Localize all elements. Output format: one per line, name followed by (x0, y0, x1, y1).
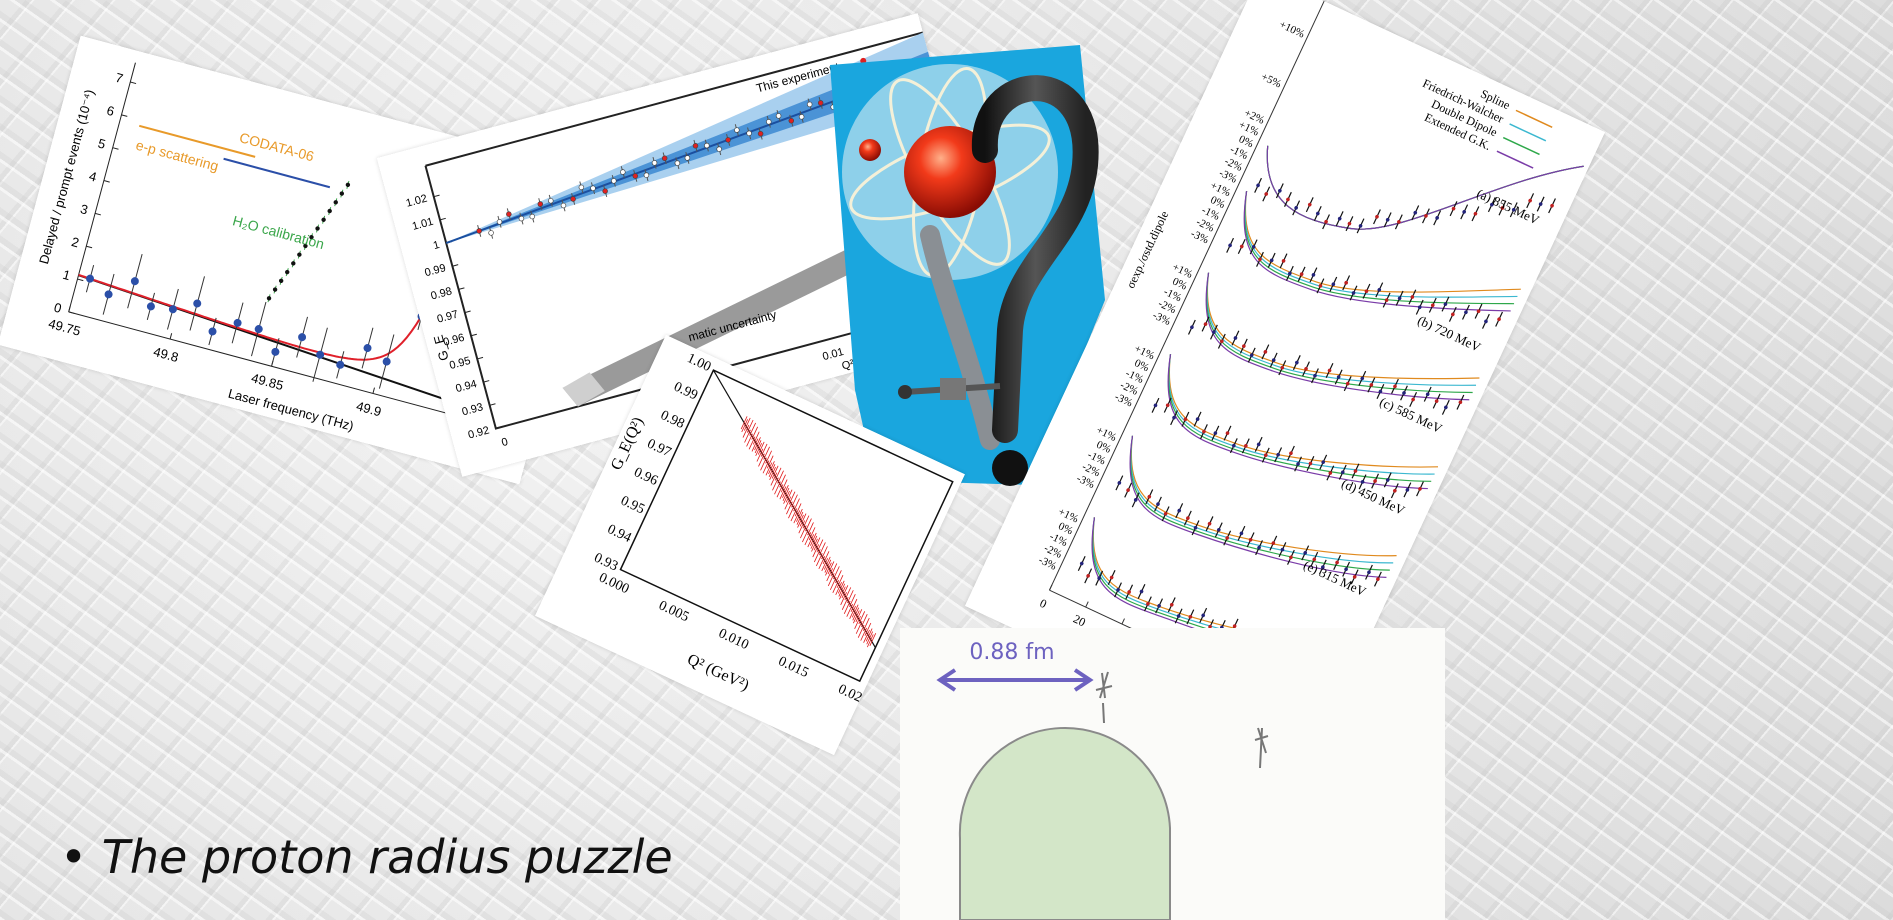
screw-knob (898, 385, 912, 399)
sketch: 0.88 fm (900, 628, 1445, 920)
slide: 0123456749.7549.849.8549.949.95Delayed /… (0, 0, 1893, 920)
radius-label: 0.88 fm (969, 640, 1054, 665)
bullet-label: The proton radius puzzle (102, 830, 673, 884)
bullet-text: • The proton radius puzzle (60, 830, 673, 884)
pencil-sketch (1096, 672, 1112, 723)
pencil-sketch (1255, 728, 1268, 768)
caliper-clamp (940, 378, 966, 400)
sketch-svg: 0.88 fm (900, 628, 1445, 920)
proton-sketch (960, 728, 1170, 920)
electron (859, 139, 881, 161)
